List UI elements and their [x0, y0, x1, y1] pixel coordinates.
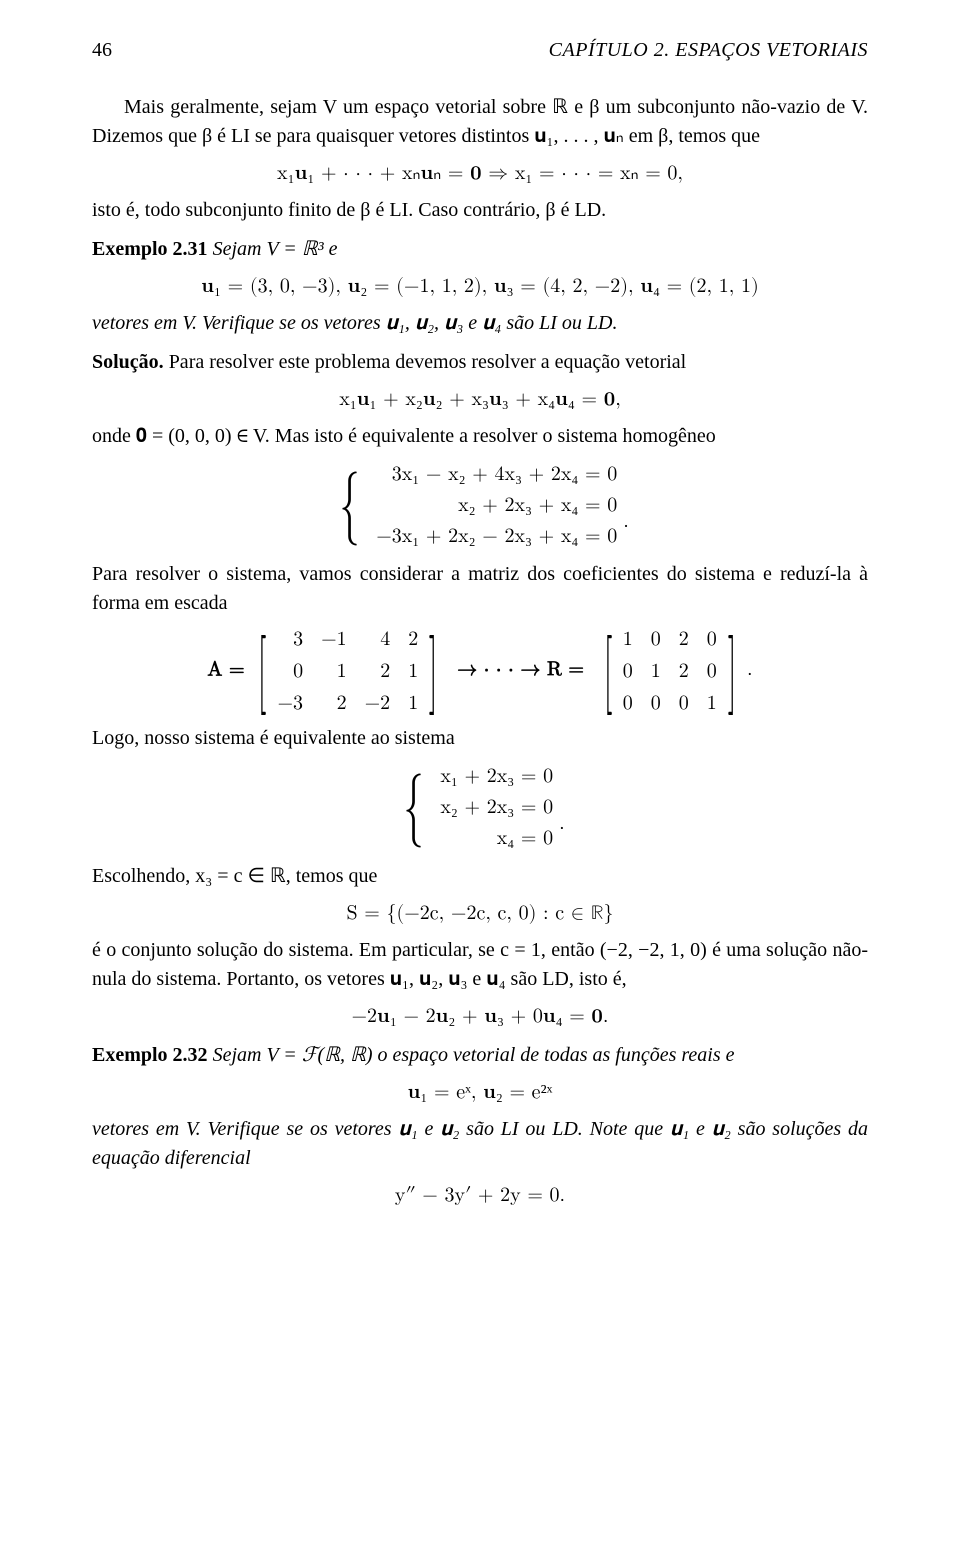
- solution-text: Para resolver este problema devemos reso…: [164, 351, 687, 373]
- matrix-A: [ 3−142 0121 −32−21 ]: [251, 626, 444, 716]
- solution-heading: Solução. Para resolver este problema dev…: [92, 348, 868, 377]
- equation-ode: y″ − 3y′ + 2y = 0.: [92, 1181, 868, 1210]
- mA-22: −2: [365, 690, 391, 716]
- mR-20: 0: [623, 690, 633, 716]
- example-label: Exemplo 2.31: [92, 238, 208, 260]
- mR-22: 0: [679, 690, 689, 716]
- example-text: Sejam V = ℝ³ e: [208, 238, 338, 260]
- mR-23: 1: [707, 690, 717, 716]
- mR-03: 0: [707, 626, 717, 652]
- mR-10: 0: [623, 658, 633, 684]
- equation-vectors-u: 𝐮₁ = (3, 0, −3), 𝐮₂ = (−1, 1, 2), 𝐮₃ = (…: [92, 272, 868, 301]
- equation-vector-sum: x₁𝐮₁ + x₂𝐮₂ + x₃𝐮₃ + x₄𝐮₄ = 𝟎,: [92, 385, 868, 414]
- sys2-row1: x₁ + 2x₃ = 0: [440, 761, 553, 792]
- sys2-trail: .: [559, 813, 565, 833]
- running-header: 46 CAPÍTULO 2. ESPAÇOS VETORIAIS: [92, 36, 868, 65]
- paragraph-li-ld: isto é, todo subconjunto finito de β é L…: [92, 196, 868, 225]
- mA-20: −3: [278, 690, 304, 716]
- page: 46 CAPÍTULO 2. ESPAÇOS VETORIAIS Mais ge…: [0, 0, 960, 1278]
- system-2: { x₁ + 2x₃ = 0 x₂ + 2x₃ = 0 x₄ = 0 .: [92, 761, 868, 854]
- matrix-reduction: A = [ 3−142 0121 −32−21 ] → · · · → R = …: [92, 626, 868, 716]
- sys1-trail: .: [623, 511, 629, 531]
- sys2-row3: x₄ = 0: [497, 823, 553, 854]
- sys2-row2: x₂ + 2x₃ = 0: [440, 792, 553, 823]
- mA-03: 2: [408, 626, 418, 652]
- paragraph-coef-matrix: Para resolver o sistema, vamos considera…: [92, 560, 868, 618]
- mR-21: 0: [651, 690, 661, 716]
- mA-12: 2: [365, 658, 391, 684]
- sys1-row1: 3x₁ − x₂ + 4x₃ + 2x₄ = 0: [392, 459, 618, 490]
- mA-01: −1: [321, 626, 347, 652]
- sys1-row2: x₂ + 2x₃ + x₄ = 0: [458, 490, 617, 521]
- mA-02: 4: [365, 626, 391, 652]
- equation-ld-relation: −2𝐮₁ − 2𝐮₂ + 𝐮₃ + 0𝐮₄ = 𝟎.: [92, 1002, 868, 1031]
- paragraph-intro: Mais geralmente, sejam V um espaço vetor…: [92, 93, 868, 151]
- mA-10: 0: [278, 658, 304, 684]
- mR-00: 1: [623, 626, 633, 652]
- paragraph-equiv-system: Logo, nosso sistema é equivalente ao sis…: [92, 724, 868, 753]
- mA-21: 2: [321, 690, 347, 716]
- paragraph-diff-eq: vetores em V. Verifique se os vetores 𝐮₁…: [92, 1115, 868, 1173]
- page-number: 46: [92, 36, 112, 65]
- paragraph-verify: vetores em V. Verifique se os vetores 𝐮₁…: [92, 309, 868, 338]
- mR-13: 0: [707, 658, 717, 684]
- mR-11: 1: [651, 658, 661, 684]
- mA-23: 1: [408, 690, 418, 716]
- matrix-trail: .: [747, 659, 753, 679]
- matrix-A-label: A =: [207, 659, 244, 679]
- matrix-R: [ 1020 0120 0001 ]: [597, 626, 744, 716]
- mR-02: 2: [679, 626, 689, 652]
- brace-icon-2: {: [404, 776, 424, 839]
- mR-01: 0: [651, 626, 661, 652]
- example-231: Exemplo 2.31 Sejam V = ℝ³ e: [92, 235, 868, 264]
- mA-00: 3: [278, 626, 304, 652]
- chapter-title: CAPÍTULO 2. ESPAÇOS VETORIAIS: [549, 36, 868, 65]
- mR-12: 2: [679, 658, 689, 684]
- mA-13: 1: [408, 658, 418, 684]
- equation-exp-vectors: 𝐮₁ = eˣ, 𝐮₂ = e²ˣ: [92, 1078, 868, 1107]
- solution-label: Solução.: [92, 351, 164, 373]
- example-232-text: Sejam V = ℱ(ℝ, ℝ) o espaço vetorial de t…: [208, 1044, 735, 1066]
- brace-icon: {: [340, 474, 360, 537]
- equation-solution-set: S = {(−2c, −2c, c, 0) : c ∈ ℝ}: [92, 899, 868, 928]
- mA-11: 1: [321, 658, 347, 684]
- equation-li-def: x₁𝐮₁ + · · · + xₙ𝐮ₙ = 𝟎 ⇒ x₁ = · · · = x…: [92, 159, 868, 188]
- sys1-row3: −3x₁ + 2x₂ − 2x₃ + x₄ = 0: [376, 521, 617, 552]
- example-232-label: Exemplo 2.32: [92, 1044, 208, 1066]
- paragraph-homog: onde 𝟎 = (0, 0, 0) ∈ V. Mas isto é equiv…: [92, 422, 868, 451]
- paragraph-conclusion-ld: é o conjunto solução do sistema. Em part…: [92, 936, 868, 994]
- example-232: Exemplo 2.32 Sejam V = ℱ(ℝ, ℝ) o espaço …: [92, 1041, 868, 1070]
- system-1: { 3x₁ − x₂ + 4x₃ + 2x₄ = 0 x₂ + 2x₃ + x₄…: [92, 459, 868, 552]
- matrix-arrow: → · · · → R =: [457, 659, 584, 679]
- paragraph-choose-c: Escolhendo, x₃ = c ∈ ℝ, temos que: [92, 862, 868, 891]
